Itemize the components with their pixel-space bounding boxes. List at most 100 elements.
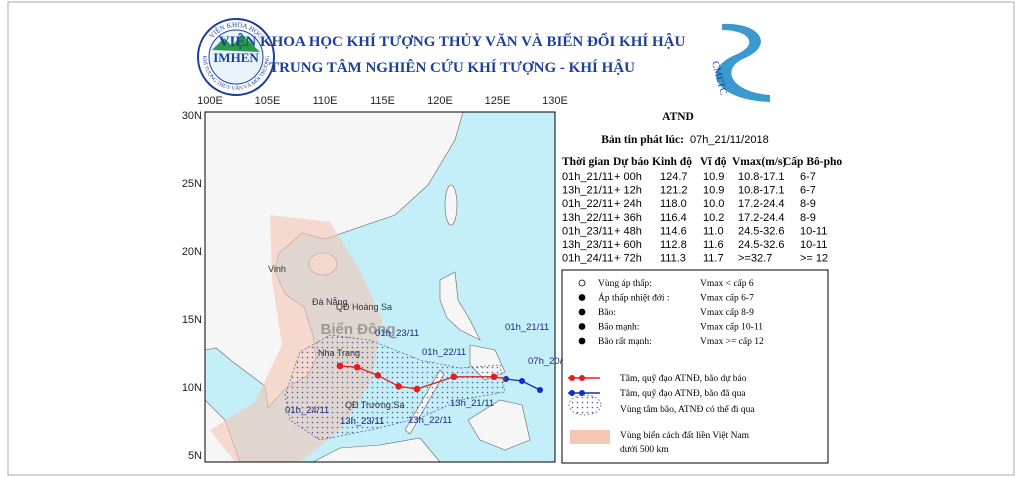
table-cell: 10.0 (703, 198, 724, 210)
legend-label: Bão: (598, 308, 616, 318)
issued-label: Bản tin phát lúc: (601, 134, 684, 146)
track-label: 13h_21/11 (450, 398, 494, 409)
legend-cone (568, 394, 602, 416)
lon-label: 130E (542, 95, 568, 107)
track-point (374, 372, 382, 379)
table-cell: + 48h (614, 225, 642, 237)
legend-zone-text: Vùng biển cách đất liền Việt Nam (620, 430, 750, 441)
place-label: Vinh (268, 264, 286, 274)
cmetc-logo: CMETC (709, 23, 770, 102)
table-cell: 114.6 (660, 225, 687, 237)
place-label: Đà Nẵng (312, 297, 348, 307)
lat-label: 10N (182, 382, 202, 394)
header-title: VIỆN KHOA HỌC KHÍ TƯỢNG THỦY VĂN VÀ BIẾN… (219, 32, 686, 50)
legend-label: Vùng áp thấp: (598, 278, 652, 289)
column-header: Dự báo (613, 156, 649, 168)
legend-value: Vmax cấp 8-9 (700, 307, 754, 318)
table-cell: 6-7 (800, 185, 816, 197)
table-cell: + 72h (614, 253, 642, 265)
table-cell: 10.8-17.1 (738, 185, 784, 197)
legend-value: Vmax cấp 6-7 (700, 293, 754, 304)
column-header: Cấp Bô-pho (783, 155, 842, 168)
track-point (450, 373, 458, 381)
legend-past: Tâm, quỹ đạo ATNĐ, bão đã qua (620, 389, 746, 399)
table-cell: 10-11 (800, 225, 827, 237)
table-cell: 17.2-24.4 (738, 198, 784, 210)
table-cell: + 00h (614, 171, 642, 183)
track-label: 01h_21/11 (505, 322, 549, 333)
lon-label: 110E (313, 95, 338, 107)
table-cell: + 36h (614, 212, 642, 224)
lon-label: 125E (485, 95, 511, 107)
legend-label: Bão mạnh: (598, 323, 639, 333)
legend-symbol (578, 337, 586, 345)
legend-symbol (578, 308, 586, 316)
track-label: 13h_23/11 (340, 416, 384, 427)
table-cell: 24.5-32.6 (738, 239, 784, 251)
table-cell: + 12h (614, 185, 642, 197)
table-cell: 8-9 (800, 212, 816, 224)
table-cell: 112.8 (660, 239, 687, 251)
storm-name: ATND (662, 111, 694, 123)
lon-label: 115E (370, 95, 395, 107)
lat-label: 30N (182, 110, 202, 122)
table-cell: 111.3 (660, 253, 686, 265)
table-cell: 01h_21/11 (562, 171, 613, 183)
track-label: 13h_22/11 (408, 415, 452, 426)
lon-label: 105E (255, 95, 281, 107)
track-label: 01h_24/11 (285, 405, 329, 416)
map-border (204, 111, 556, 463)
lat-label: 20N (182, 246, 202, 258)
legend-symbol (578, 279, 586, 287)
table-cell: 10-11 (800, 239, 827, 251)
table-cell: 8-9 (800, 198, 816, 210)
table-cell: 13h_22/11 (562, 212, 613, 224)
table-cell: 118.0 (660, 198, 687, 210)
table-cell: 01h_24/11 (562, 253, 613, 265)
legend-symbol (578, 294, 586, 301)
track-point (336, 362, 344, 370)
column-header: Vmax(m/s) (732, 156, 786, 168)
sea-name: Biển Đông (321, 321, 396, 338)
lon-label: 100E (197, 95, 223, 107)
track-point (353, 363, 361, 371)
legend-label: Bão rất mạnh: (598, 336, 652, 347)
lat-label: 15N (182, 314, 202, 326)
legend-value: Vmax < cấp 6 (700, 278, 754, 289)
forecast-track (339, 365, 507, 390)
place-label: QĐ Hoàng Sa (336, 302, 392, 312)
table-cell: 24.5-32.6 (738, 225, 784, 237)
legend-value: Vmax >= cấp 12 (700, 336, 764, 347)
table-cell: 10.8-17.1 (738, 171, 784, 183)
header-subtitle: TRUNG TÂM NGHIÊN CỨU KHÍ TƯỢNG - KHÍ HẬU (269, 59, 635, 76)
table-cell: >= 12 (800, 253, 828, 265)
table-cell: 13h_23/11 (562, 239, 613, 251)
lon-label: 120E (427, 95, 453, 107)
table-cell: 116.4 (660, 212, 687, 224)
table-cell: 10.9 (703, 171, 724, 183)
table-cell: 6-7 (800, 171, 816, 183)
legend-label: Áp thấp nhiệt đới : (598, 292, 670, 304)
logo-text: IMHEN (213, 50, 259, 65)
table-cell: 13h_21/11 (562, 185, 613, 197)
legend-forecast: Tâm, quỹ đạo ATNĐ, bão dự báo (620, 374, 747, 384)
issued-time: 07h_21/11/2018 (690, 134, 769, 146)
table-cell: 124.7 (660, 171, 688, 183)
track-point (395, 382, 402, 390)
table-cell: 11.6 (703, 239, 724, 251)
legend-cone-text: Vùng tâm bão, ATNĐ có thể đi qua (620, 404, 755, 415)
imhen-logo: IMHEN VIỆN KHOA HỌC KHÍ TƯỢNG THỦY VĂN V… (197, 18, 275, 96)
table-cell: >=32.7 (738, 253, 772, 265)
track-label: 07h_20/11 (528, 356, 572, 367)
frame (7, 1, 1015, 476)
track-point (413, 385, 421, 393)
place-label: QĐ Trường Sa (345, 400, 404, 410)
table-cell: 01h_22/11 (562, 198, 613, 210)
table-cell: + 24h (614, 198, 642, 210)
track-label: 01h_23/11 (375, 328, 419, 339)
table-cell: + 60h (614, 239, 642, 251)
table-cell: 10.2 (703, 212, 724, 224)
table-cell: 01h_23/11 (562, 225, 613, 237)
table-cell: 11.7 (703, 253, 724, 265)
